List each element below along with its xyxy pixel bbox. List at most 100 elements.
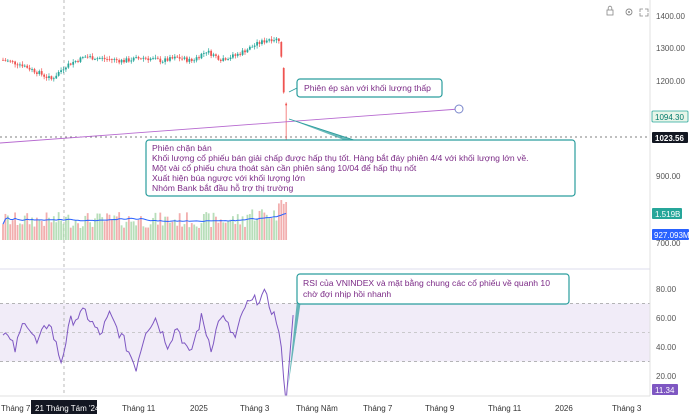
volume-bar <box>127 216 130 240</box>
volume-bar <box>28 224 31 240</box>
volume-bar <box>270 218 273 240</box>
volume-level-tick: 700.00 <box>656 239 681 248</box>
x-tick: Tháng 11 <box>488 404 522 413</box>
volume-bar <box>241 216 244 240</box>
x-axis[interactable] <box>0 396 690 416</box>
candle-body <box>285 103 288 106</box>
candle-body <box>123 59 125 63</box>
candle-body <box>4 59 7 61</box>
candle-body <box>135 57 137 58</box>
candle-body <box>19 64 21 66</box>
annotation-support-line-1: Phiên chặn bán <box>152 143 212 153</box>
trend-line[interactable] <box>0 108 460 144</box>
candle-body <box>205 52 208 54</box>
x-tick: Tháng 7 <box>363 404 393 413</box>
candle-body <box>52 78 55 80</box>
volume-bar <box>258 210 261 240</box>
candle-body <box>207 50 210 53</box>
candle-body <box>217 55 220 60</box>
candle-body <box>11 60 14 62</box>
volume-bar <box>2 224 4 240</box>
candle-body <box>236 53 239 56</box>
lock-icon[interactable] <box>606 5 614 16</box>
volume-bar <box>4 213 7 240</box>
settings-icon[interactable] <box>625 8 633 16</box>
candle-body <box>40 71 43 75</box>
candle-body <box>215 54 217 56</box>
volume-bar <box>9 224 12 240</box>
volume-bar <box>35 217 38 240</box>
volume-bar <box>181 226 183 240</box>
x-tick: 2026 <box>555 404 573 413</box>
volume-bar <box>50 222 53 240</box>
volume-bar <box>123 227 125 240</box>
fullscreen-icon[interactable] <box>639 8 649 17</box>
candle-body <box>55 75 58 79</box>
volume-bar <box>120 225 123 240</box>
annotation-floor-session[interactable]: Phiên ép sàn với khối lượng thấp <box>288 78 443 98</box>
annotation-rsi[interactable]: RSI của VNINDEX và mặt bằng chung các cổ… <box>288 273 570 388</box>
volume-bar <box>57 212 60 240</box>
price-pane[interactable] <box>0 0 650 268</box>
annotation-rsi-line-2: chờ đợi nhịp hồi nhanh <box>303 289 391 299</box>
candle-body <box>164 58 167 62</box>
annotation-support-session[interactable]: Phiên chặn bán Khối lượng cổ phiếu bán g… <box>145 118 576 197</box>
volume-bar <box>142 226 145 240</box>
volume-bar <box>48 217 50 240</box>
candle-body <box>188 58 191 62</box>
volume-bar <box>118 212 121 240</box>
x-highlight-badge <box>31 400 97 414</box>
volume-bar <box>212 212 215 240</box>
rsi-tick: 60.00 <box>656 314 677 323</box>
annotation-support-line-3: Một vài cổ phiếu chưa thoát sàn cần phiê… <box>152 163 417 173</box>
volume-bar <box>210 226 213 240</box>
volume-bar <box>178 213 181 240</box>
candle-body <box>224 58 227 60</box>
volume-bar <box>135 225 137 240</box>
candle-body <box>9 60 12 62</box>
candle-body <box>60 70 62 72</box>
volume-bar <box>152 217 154 240</box>
volume-bar <box>14 212 16 240</box>
volume-bar <box>81 226 84 240</box>
candle-body <box>251 46 254 48</box>
candle-body <box>137 57 140 59</box>
candle-body <box>74 61 77 62</box>
x-tick: Tháng 9 <box>425 404 455 413</box>
volume-bar <box>132 221 135 240</box>
volume-bar <box>246 214 249 240</box>
candle-body <box>89 56 92 58</box>
rsi-value-badge: 11.34 <box>652 384 678 395</box>
volume-bar <box>217 222 220 240</box>
volume-bar <box>253 220 256 240</box>
rsi-axis-ticks: 80.00 60.00 40.00 20.00 <box>656 285 677 381</box>
candle-body <box>103 57 106 60</box>
rsi-value-text: 11.34 <box>655 386 675 395</box>
ma-value-badge: 1094.30 <box>651 110 689 123</box>
candle-body <box>202 53 205 54</box>
volume-bar <box>193 224 196 240</box>
trend-line-handle[interactable] <box>454 104 464 114</box>
price-tick: 1200.00 <box>656 77 685 86</box>
candle-body <box>96 58 99 60</box>
candle-body <box>111 59 113 60</box>
candle-body <box>169 57 171 61</box>
candle-body <box>84 56 87 58</box>
last-price-badge: 1023.56 <box>652 132 688 143</box>
volume-bar <box>186 212 188 240</box>
volume-bar <box>23 215 26 240</box>
candle-body <box>132 57 135 61</box>
volume-bar <box>60 220 62 240</box>
volume-bar <box>147 227 150 240</box>
volume-bar <box>26 213 29 240</box>
candle-body <box>239 53 242 55</box>
candle-body <box>108 59 111 60</box>
candle-body <box>246 49 249 53</box>
volume-bar <box>52 216 55 240</box>
candle-body <box>265 40 268 43</box>
candle-body <box>166 58 169 61</box>
candle-body <box>16 64 19 66</box>
volume-bar <box>84 215 87 240</box>
volume-bar <box>236 214 239 240</box>
